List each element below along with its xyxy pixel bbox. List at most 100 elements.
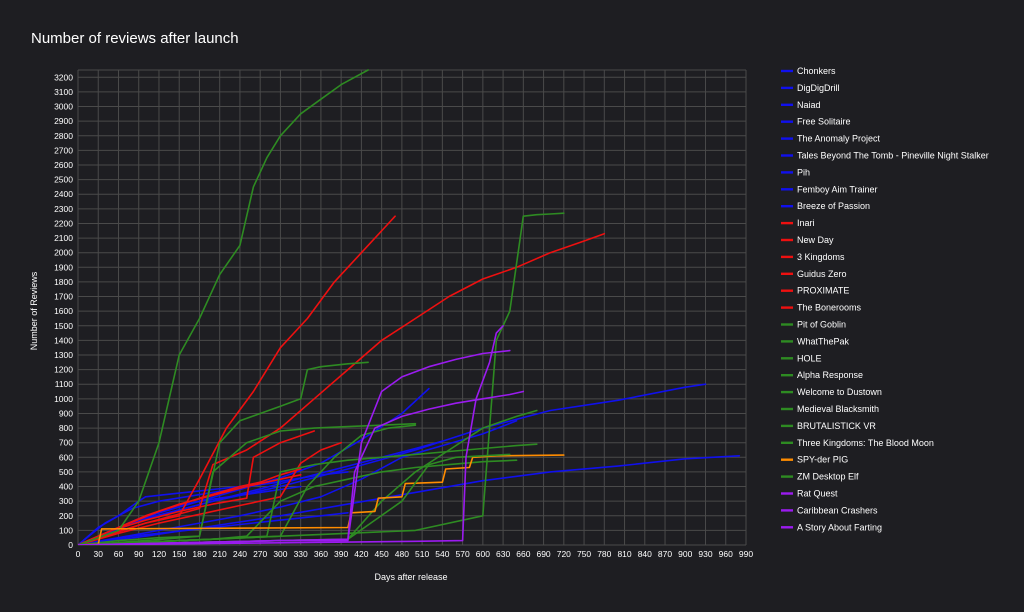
y-tick-label: 2700 <box>54 145 73 155</box>
legend-label: Breeze of Passion <box>797 201 870 211</box>
series-line-zm-desktop-elf <box>78 453 511 545</box>
x-tick-label: 930 <box>698 549 712 559</box>
legend-label: BRUTALISTICK VR <box>797 421 876 431</box>
legend-item[interactable]: Medieval Blacksmith <box>781 404 879 414</box>
x-tick-label: 240 <box>233 549 247 559</box>
x-tick-label: 600 <box>476 549 490 559</box>
legend-item[interactable]: Naiad <box>781 100 821 110</box>
legend-item[interactable]: Caribbean Crashers <box>781 505 878 515</box>
legend-label: ZM Desktop Elf <box>797 472 859 482</box>
legend-item[interactable]: A Story About Farting <box>781 522 882 532</box>
y-tick-label: 2000 <box>54 248 73 258</box>
x-tick-label: 420 <box>354 549 368 559</box>
y-tick-label: 2500 <box>54 175 73 185</box>
legend-item[interactable]: Free Solitaire <box>781 117 851 127</box>
x-tick-label: 60 <box>114 549 124 559</box>
legend-item[interactable]: ZM Desktop Elf <box>781 472 859 482</box>
y-tick-label: 3100 <box>54 87 73 97</box>
x-tick-label: 870 <box>658 549 672 559</box>
y-tick-label: 1600 <box>54 306 73 316</box>
y-tick-label: 1500 <box>54 321 73 331</box>
legend-item[interactable]: Guidus Zero <box>781 269 847 279</box>
legend-label: SPY-der PIG <box>797 455 848 465</box>
y-tick-label: 700 <box>59 438 73 448</box>
x-tick-label: 270 <box>253 549 267 559</box>
legend-label: Inari <box>797 218 815 228</box>
x-tick-label: 840 <box>638 549 652 559</box>
legend-item[interactable]: Three Kingdoms: The Blood Moon <box>781 438 934 448</box>
x-tick-label: 210 <box>213 549 227 559</box>
legend-label: Tales Beyond The Tomb - Pineville Night … <box>797 151 989 161</box>
legend-label: WhatThePak <box>797 336 850 346</box>
x-tick-label: 750 <box>577 549 591 559</box>
x-tick-label: 120 <box>152 549 166 559</box>
series-line-a-story-about-farting <box>78 324 504 545</box>
axis-ticks: 0 30 60 90 120 150 180 210 240 270 300 330 360 390 420… <box>54 72 753 559</box>
legend-label: The Bonerooms <box>797 303 862 313</box>
y-tick-label: 300 <box>59 496 73 506</box>
x-tick-label: 630 <box>496 549 510 559</box>
legend-label: Free Solitaire <box>797 117 851 127</box>
legend-item[interactable]: Tales Beyond The Tomb - Pineville Night … <box>781 151 989 161</box>
y-tick-label: 800 <box>59 423 73 433</box>
legend-label: Pit of Goblin <box>797 320 846 330</box>
legend-item[interactable]: Femboy Aim Trainer <box>781 184 878 194</box>
y-tick-label: 1100 <box>55 379 74 389</box>
y-tick-label: 1200 <box>54 365 73 375</box>
series-line-new-day <box>78 232 606 545</box>
y-tick-label: 1900 <box>54 262 73 272</box>
x-tick-label: 810 <box>617 549 631 559</box>
legend-item[interactable]: DigDigDrill <box>781 83 840 93</box>
legend-label: A Story About Farting <box>797 522 882 532</box>
legend-item[interactable]: Pit of Goblin <box>781 320 846 330</box>
legend-label: Chonkers <box>797 66 836 76</box>
x-tick-label: 300 <box>273 549 287 559</box>
legend-item[interactable]: Welcome to Dustown <box>781 387 882 397</box>
legend-item[interactable]: Rat Quest <box>781 489 838 499</box>
y-tick-label: 900 <box>59 408 73 418</box>
y-tick-label: 2300 <box>54 204 73 214</box>
y-tick-label: 200 <box>59 511 73 521</box>
x-tick-label: 480 <box>395 549 409 559</box>
legend-item[interactable]: The Bonerooms <box>781 303 862 313</box>
legend-item[interactable]: HOLE <box>781 353 822 363</box>
chart-title: Number of reviews after launch <box>31 30 239 47</box>
legend-item[interactable]: Chonkers <box>781 66 836 76</box>
legend-label: Rat Quest <box>797 489 838 499</box>
grid <box>77 69 747 546</box>
x-axis-label: Days after release <box>374 572 447 582</box>
legend-item[interactable]: Inari <box>781 218 815 228</box>
series-line-caribbean-crashers <box>78 390 525 545</box>
legend-item[interactable]: Pih <box>781 167 810 177</box>
series-line-welcome-to-dustown <box>78 422 417 545</box>
legend-label: Femboy Aim Trainer <box>797 184 878 194</box>
legend-item[interactable]: 3 Kingdoms <box>781 252 845 262</box>
legend-item[interactable]: The Anomaly Project <box>781 134 881 144</box>
y-tick-label: 1000 <box>54 394 73 404</box>
legend-item[interactable]: New Day <box>781 235 834 245</box>
legend-item[interactable]: PROXIMATE <box>781 286 849 296</box>
legend-item[interactable]: Breeze of Passion <box>781 201 870 211</box>
y-tick-label: 2200 <box>54 218 73 228</box>
series-line-spy-der-pig <box>78 454 565 545</box>
x-tick-label: 780 <box>597 549 611 559</box>
x-tick-label: 540 <box>435 549 449 559</box>
x-tick-label: 450 <box>375 549 389 559</box>
y-tick-label: 2800 <box>54 131 73 141</box>
x-tick-label: 180 <box>192 549 206 559</box>
legend-item[interactable]: Alpha Response <box>781 370 863 380</box>
y-tick-label: 3200 <box>54 72 73 82</box>
y-tick-label: 600 <box>59 452 73 462</box>
legend-item[interactable]: BRUTALISTICK VR <box>781 421 876 431</box>
x-tick-label: 150 <box>172 549 186 559</box>
y-tick-label: 100 <box>59 525 73 535</box>
legend-label: Guidus Zero <box>797 269 847 279</box>
x-tick-label: 570 <box>456 549 470 559</box>
legend-item[interactable]: WhatThePak <box>781 336 850 346</box>
legend-label: DigDigDrill <box>797 83 840 93</box>
legend-label: Alpha Response <box>797 370 863 380</box>
x-tick-label: 720 <box>557 549 571 559</box>
legend-label: Welcome to Dustown <box>797 387 882 397</box>
legend-item[interactable]: SPY-der PIG <box>781 455 848 465</box>
